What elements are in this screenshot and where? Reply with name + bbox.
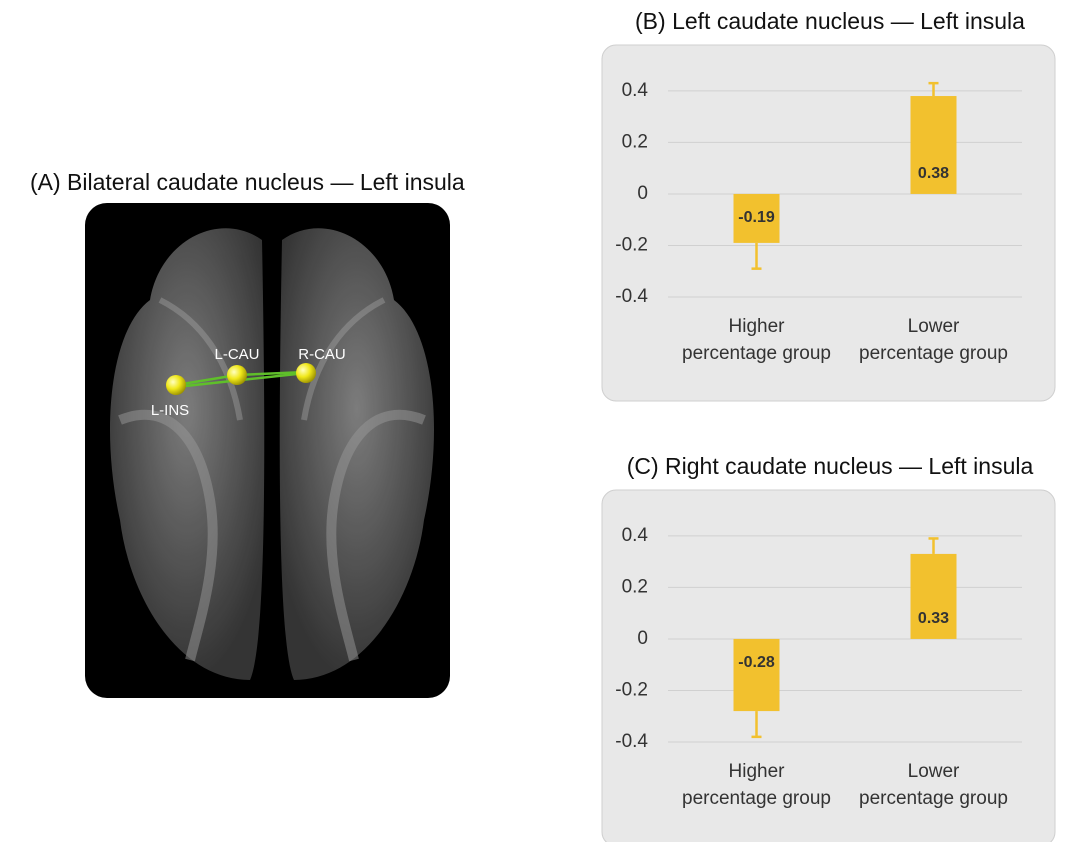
- x-tick-label: Higher percentage group: [682, 313, 832, 367]
- figure: (A) Bilateral caudate nucleus — Left ins…: [0, 0, 1083, 842]
- y-tick-label: -0.2: [615, 234, 648, 255]
- node-label: L-INS: [151, 402, 189, 419]
- y-tick-label: -0.2: [615, 679, 648, 700]
- value-label: -0.28: [738, 654, 775, 671]
- node: [166, 375, 186, 395]
- x-tick-label: Lower percentage group: [859, 313, 1009, 367]
- y-tick-label: -0.4: [615, 286, 648, 307]
- value-label: 0.33: [918, 610, 949, 627]
- canvas: (A) Bilateral caudate nucleus — Left ins…: [0, 0, 1083, 842]
- y-tick-label: 0.4: [622, 80, 649, 101]
- chart-title: (B) Left caudate nucleus — Left insula: [635, 8, 1025, 34]
- panel-title: (A) Bilateral caudate nucleus — Left ins…: [30, 169, 465, 195]
- y-tick-label: 0.2: [622, 131, 648, 152]
- chart-title: (C) Right caudate nucleus — Left insula: [627, 453, 1034, 479]
- y-tick-label: 0.4: [622, 525, 649, 546]
- x-tick-label: Lower percentage group: [859, 758, 1009, 812]
- y-tick-label: 0.2: [622, 576, 648, 597]
- node-label: R-CAU: [298, 346, 346, 363]
- y-tick-label: 0: [637, 183, 648, 204]
- x-tick-label: Higher percentage group: [682, 758, 832, 812]
- value-label: -0.19: [738, 209, 775, 226]
- node: [296, 363, 316, 383]
- value-label: 0.38: [918, 165, 949, 182]
- y-tick-label: 0: [637, 628, 648, 649]
- bar: [734, 639, 780, 711]
- y-tick-label: -0.4: [615, 731, 648, 752]
- node: [227, 365, 247, 385]
- node-label: L-CAU: [214, 346, 259, 363]
